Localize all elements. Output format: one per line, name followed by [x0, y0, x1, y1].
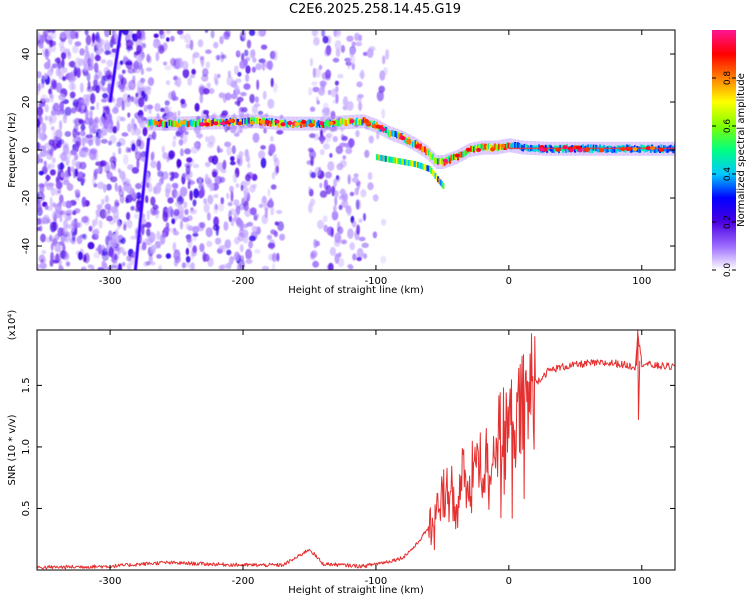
colorbar-tick-label: 0.8 — [723, 71, 733, 86]
spectrogram-ytick-label: 0 — [21, 147, 32, 153]
snr-xtick-label: -300 — [99, 576, 122, 587]
colorbar: 0.0 0.2 0.4 0.6 0.8 Normalized spectral ampl… — [712, 30, 747, 277]
snr-xlabel: Height of straight line (km) — [288, 585, 424, 596]
snr-scale-label: (x10⁴) — [7, 310, 18, 341]
colorbar-tick-label: 0.4 — [723, 167, 733, 182]
snr-xtick-label: -200 — [232, 576, 255, 587]
snr-line — [37, 330, 675, 570]
snr-frame — [36, 329, 676, 571]
snr-series-line — [37, 333, 675, 570]
snr-panel: -300 -200 -100 0 100 0.5 1.0 1.5 Height of stra… — [7, 310, 676, 596]
snr-ytick-label: 0.5 — [21, 501, 32, 517]
snr-xtick-label: 100 — [632, 576, 651, 587]
colorbar-tick-label: 0.0 — [723, 263, 733, 278]
colorbar-ticks: 0.0 0.2 0.4 0.6 0.8 — [712, 71, 736, 278]
spectrogram-ytick-label: 40 — [21, 48, 32, 61]
snr-ylabel: SNR (10 * v/v) — [7, 414, 18, 485]
snr-xtick-label: -100 — [365, 576, 388, 587]
spectrogram-xtick-label: -300 — [99, 276, 122, 287]
figure-title: C2E6.2025.258.14.45.G19 — [288, 2, 462, 17]
snr-axes: -300 -200 -100 0 100 0.5 1.0 1.5 — [21, 330, 675, 587]
colorbar-ramp — [712, 30, 736, 270]
spectrogram-xtick-label: 100 — [632, 276, 651, 287]
snr-xtick-label: 0 — [506, 576, 512, 587]
snr-spike — [635, 330, 641, 420]
spectrogram-ylabel: Frequency (Hz) — [7, 112, 18, 188]
spectrogram-xtick-label: -100 — [365, 276, 388, 287]
spectrogram-xlabel: Height of straight line (km) — [288, 285, 424, 296]
spectrogram-ridge — [147, 114, 675, 189]
spectrogram-xtick-label: -200 — [232, 276, 255, 287]
colorbar-tick-label: 0.2 — [723, 215, 733, 229]
snr-ytick-label: 1.0 — [21, 439, 32, 455]
spectrogram-ytick-label: 20 — [21, 96, 32, 109]
spectrogram-ytick-label: -40 — [21, 238, 32, 254]
spectrogram-ytick-label: -20 — [21, 190, 32, 206]
spectrogram-xtick-label: 0 — [506, 276, 512, 287]
colorbar-label: Normalized spectral amplitude — [736, 73, 747, 227]
snr-ytick-label: 1.5 — [21, 377, 32, 393]
colorbar-tick-label: 0.6 — [723, 119, 733, 134]
